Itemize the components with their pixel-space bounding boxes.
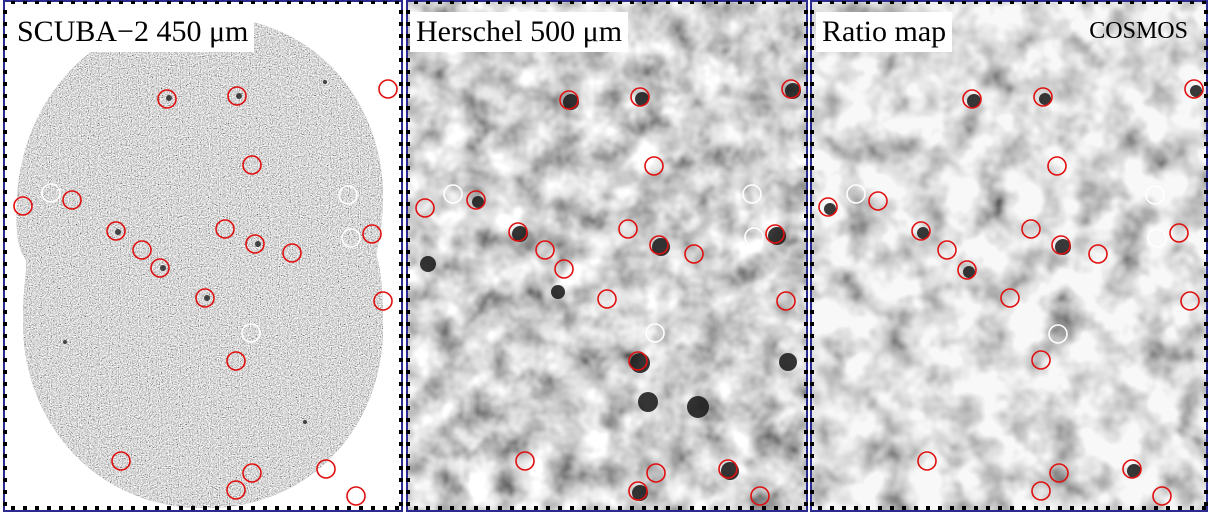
scuba-image [5,2,401,510]
herschel-panel: Herschel 500 μm [406,0,808,512]
ratio-image [812,2,1206,510]
herschel-title: Herschel 500 μm [410,12,629,52]
ratio-panel: Ratio map COSMOS [810,0,1208,512]
ratio-title: Ratio map [816,12,953,52]
cosmos-field-label: COSMOS [1089,18,1188,44]
scuba-panel: SCUBA−2 450 μm [3,0,403,512]
herschel-image [408,2,806,510]
scuba-title: SCUBA−2 450 μm [11,12,255,52]
